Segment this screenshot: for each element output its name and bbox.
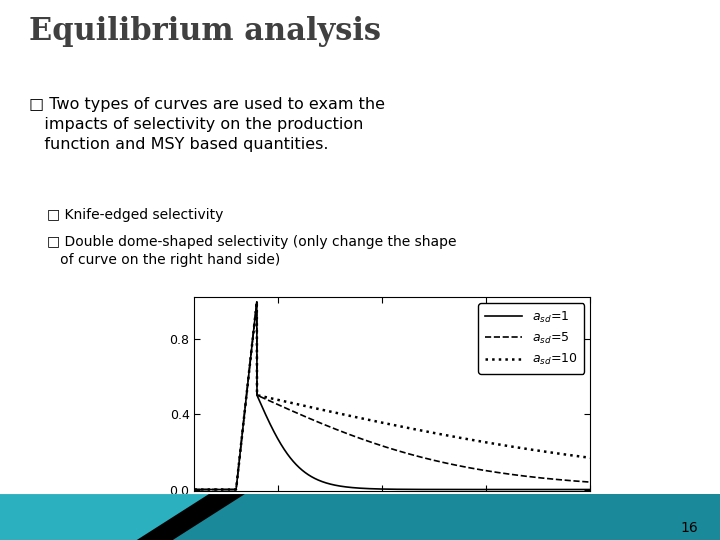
X-axis label: Age: Age (379, 515, 406, 529)
Text: □ Knife-edged selectivity: □ Knife-edged selectivity (47, 208, 223, 222)
Polygon shape (0, 494, 230, 540)
Polygon shape (137, 494, 245, 540)
Legend: $a_{sd}$=1, $a_{sd}$=5, $a_{sd}$=10: $a_{sd}$=1, $a_{sd}$=5, $a_{sd}$=10 (479, 303, 584, 374)
Text: □ Two types of curves are used to exam the
   impacts of selectivity on the prod: □ Two types of curves are used to exam t… (29, 97, 384, 152)
Text: Equilibrium analysis: Equilibrium analysis (29, 16, 381, 47)
Polygon shape (0, 494, 720, 540)
Text: 16: 16 (680, 521, 698, 535)
Text: □ Double dome-shaped selectivity (only change the shape
   of curve on the right: □ Double dome-shaped selectivity (only c… (47, 235, 456, 267)
Polygon shape (158, 494, 720, 540)
